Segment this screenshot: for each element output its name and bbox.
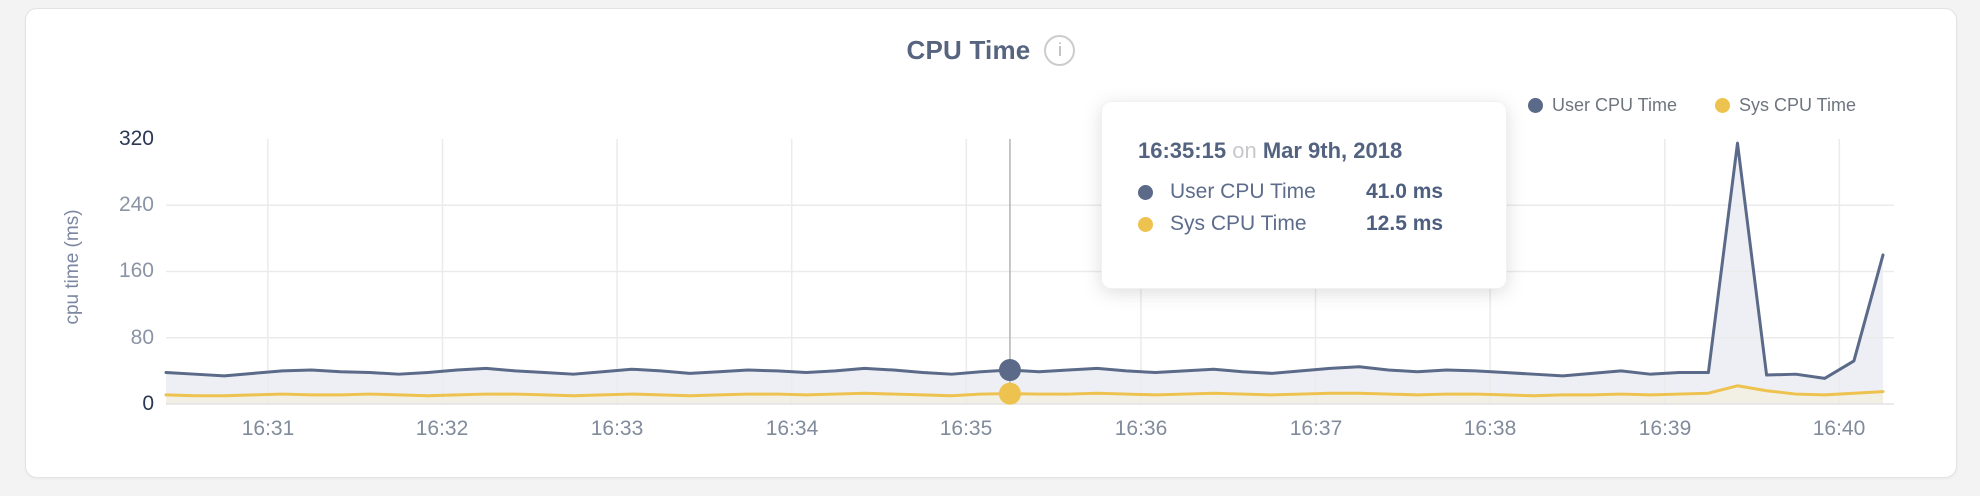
tooltip-value-user: 41.0 ms [1366, 180, 1444, 203]
x-tick-1631: 16:31 [241, 417, 295, 440]
user-highlight-point[interactable] [998, 359, 1021, 382]
x-tick-1633: 16:33 [590, 417, 644, 440]
x-tick-1640: 16:40 [1812, 417, 1866, 440]
y-tick-160: 160 [118, 259, 154, 282]
y-tick-0: 0 [142, 392, 154, 415]
tooltip-time: 16:35:15 [1138, 138, 1227, 163]
sys-series-dot-icon [1714, 98, 1730, 113]
user-cpu-area [166, 143, 1883, 404]
x-tick-1635: 16:35 [939, 417, 993, 440]
legend-label-sys: Sys CPU Time [1738, 95, 1856, 115]
x-tick-1637: 16:37 [1289, 417, 1343, 440]
x-tick-1639: 16:39 [1638, 417, 1692, 440]
tooltip-label-sys: Sys CPU Time [1170, 212, 1307, 235]
legend: User CPU Time Sys CPU Time [1527, 95, 1856, 116]
tooltip-conjunction: on [1232, 138, 1257, 163]
hover-tooltip: 16:35:15 on Mar 9th, 2018 User CPU Time … [1101, 101, 1507, 289]
legend-item-sys-cpu-time[interactable]: Sys CPU Time [1714, 95, 1856, 116]
tooltip-row-user: User CPU Time 41.0 ms [1138, 176, 1506, 208]
user-cpu-line [164, 141, 1885, 380]
x-tick-1634: 16:34 [765, 417, 819, 440]
sys-highlight-point[interactable] [998, 382, 1021, 405]
info-icon[interactable]: i [1044, 35, 1076, 66]
cpu-time-plot[interactable] [26, 9, 1958, 479]
x-tick-1638: 16:38 [1463, 417, 1517, 440]
tooltip-header: 16:35:15 on Mar 9th, 2018 [1138, 138, 1506, 164]
user-series-dot-icon [1527, 98, 1543, 113]
cpu-time-chart-card: CPU Time i User CPU Time Sys CPU Time cp… [25, 8, 1957, 478]
legend-item-user-cpu-time[interactable]: User CPU Time [1527, 95, 1677, 116]
y-tick-240: 240 [118, 193, 154, 216]
x-tick-1636: 16:36 [1114, 417, 1168, 440]
tooltip-label-user: User CPU Time [1170, 180, 1316, 203]
tooltip-row-sys: Sys CPU Time 12.5 ms [1138, 208, 1506, 240]
y-tick-320: 320 [118, 127, 154, 150]
tooltip-value-sys: 12.5 ms [1366, 212, 1444, 235]
chart-title: CPU Time [906, 35, 1031, 65]
chart-header: CPU Time i [26, 35, 1956, 66]
legend-label-user: User CPU Time [1551, 95, 1677, 115]
y-tick-80: 80 [130, 326, 154, 349]
user-series-dot-icon [1138, 184, 1153, 200]
x-tick-1632: 16:32 [415, 417, 469, 440]
tooltip-date: Mar 9th, 2018 [1262, 138, 1403, 163]
sys-series-dot-icon [1138, 216, 1153, 232]
sys-cpu-line [164, 384, 1885, 398]
